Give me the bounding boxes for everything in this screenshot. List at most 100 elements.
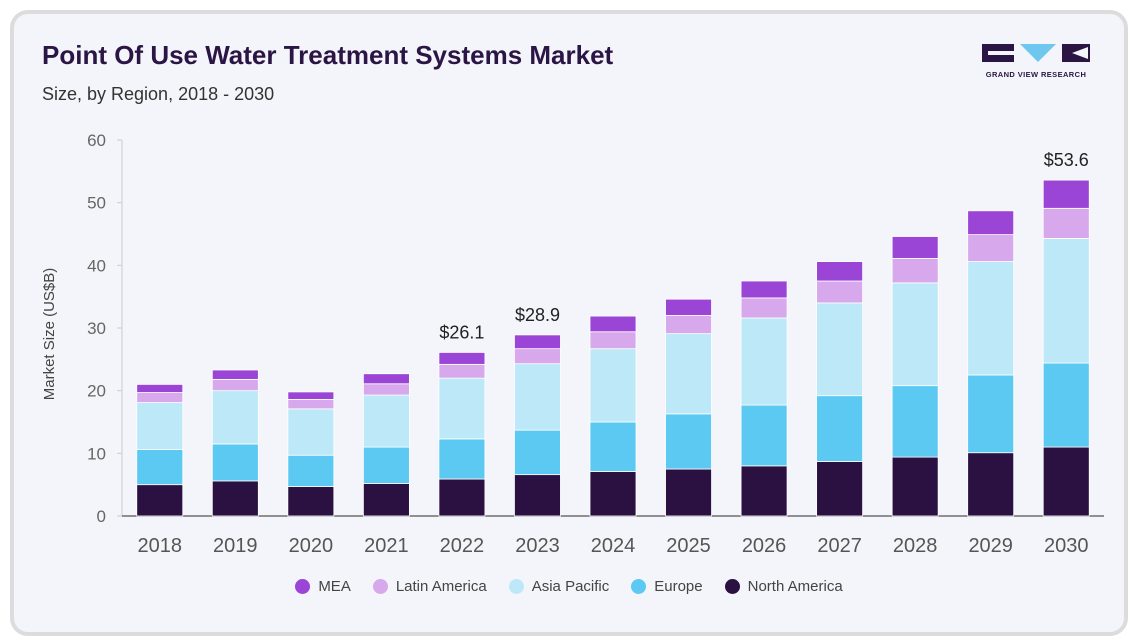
data-label-total: $53.6 [1044, 150, 1089, 170]
y-axis-title: Market Size (US$B) [41, 268, 58, 401]
bar-segment-mea [740, 280, 788, 299]
bar-segment-north-america [211, 480, 259, 517]
bar-segment-latin-america [514, 348, 561, 365]
chart-title: Point Of Use Water Treatment Systems Mar… [42, 40, 614, 70]
bar-segment-mea [211, 369, 259, 380]
bar-segment-mea [136, 383, 184, 393]
bar-segment-asia-pacific [136, 402, 184, 450]
x-tick-label: 2018 [138, 535, 183, 557]
y-tick-label: 20 [87, 382, 106, 401]
x-tick-label: 2020 [289, 535, 334, 557]
legend-label: Latin America [395, 578, 487, 595]
legend-swatch [372, 579, 388, 594]
bar-segment-europe [211, 443, 259, 482]
bar-segment-latin-america [362, 383, 410, 396]
bar-segment-mea [362, 373, 410, 385]
legend-item-europe: Europe [631, 578, 703, 595]
legend-label: Asia Pacific [531, 578, 610, 595]
bar-segment-latin-america [287, 399, 335, 410]
x-tick-label: 2022 [440, 535, 485, 557]
x-tick-label: 2030 [1044, 535, 1089, 557]
bar-segment-asia-pacific [891, 282, 939, 387]
legend-item-asia-pacific: Asia Pacific [508, 578, 610, 595]
bar-segment-north-america [136, 484, 184, 517]
bar-segment-latin-america [136, 392, 184, 403]
bar-segment-europe [891, 385, 939, 458]
bar-segment-europe [589, 421, 637, 472]
bar-segment-asia-pacific [1042, 237, 1090, 364]
bar-segment-mea [1042, 179, 1090, 209]
bar-segment-north-america [891, 456, 939, 517]
data-label-total: $26.1 [439, 322, 484, 342]
bar-segment-europe [1042, 362, 1090, 448]
bar-segment-mea [438, 352, 486, 365]
bar-segment-mea [514, 334, 561, 350]
bar-segment-north-america [967, 452, 1015, 517]
y-tick-label: 30 [87, 319, 106, 338]
y-tick-label: 40 [87, 256, 106, 275]
legend-swatch [508, 579, 524, 594]
bar-segment-latin-america [211, 378, 259, 392]
y-tick-label: 60 [87, 131, 106, 150]
bar-segment-europe [438, 438, 486, 480]
bar-segment-asia-pacific [589, 348, 637, 423]
y-tick-label: 50 [87, 194, 106, 213]
x-tick-label: 2025 [666, 535, 711, 557]
bar-segment-asia-pacific [287, 408, 335, 456]
bar-segment-latin-america [816, 280, 864, 304]
legend-swatch [295, 579, 311, 594]
bar-segment-europe [362, 446, 410, 484]
legend-item-mea: MEA [295, 578, 351, 595]
bar-segment-europe [514, 429, 561, 476]
y-tick-label: 10 [87, 444, 106, 463]
grand-view-research-logo: GRAND VIEW RESEARCH [980, 42, 1092, 94]
bar-segment-asia-pacific [514, 363, 561, 431]
bar-segment-north-america [589, 471, 637, 517]
logo-mark-icon [982, 44, 1090, 62]
bar-segment-mea [816, 261, 864, 282]
bar-segment-mea [967, 210, 1015, 236]
bar-segment-latin-america [740, 297, 788, 319]
bar-segment-mea [589, 315, 637, 333]
bar-segment-latin-america [967, 234, 1015, 262]
chart-card: Point Of Use Water Treatment Systems Mar… [10, 10, 1128, 636]
x-tick-label: 2029 [968, 535, 1013, 557]
bar-segment-asia-pacific [665, 333, 712, 415]
bar-segment-latin-america [891, 258, 939, 284]
x-tick-label: 2023 [515, 535, 560, 557]
bar-segment-latin-america [589, 331, 637, 350]
bar-segment-latin-america [665, 315, 712, 335]
bar-segment-latin-america [438, 363, 486, 379]
bar-segment-north-america [816, 461, 864, 517]
x-tick-label: 2027 [817, 535, 862, 557]
bar-segment-north-america [740, 465, 788, 517]
bar-segment-north-america [665, 468, 712, 517]
bar-segment-asia-pacific [967, 261, 1015, 376]
bar-segment-europe [816, 395, 864, 462]
bar-segment-europe [967, 374, 1015, 454]
bar-segment-asia-pacific [438, 377, 486, 440]
bar-segment-asia-pacific [362, 394, 410, 448]
bar-segment-north-america [438, 478, 486, 517]
x-tick-label: 2021 [364, 535, 409, 557]
logo-text: GRAND VIEW RESEARCH [985, 70, 1087, 79]
legend-item-north-america: North America [724, 578, 843, 595]
x-tick-label: 2024 [591, 535, 636, 557]
bar-segment-mea [287, 391, 335, 400]
bar-segment-mea [665, 298, 712, 316]
bar-segment-north-america [514, 474, 561, 517]
bar-segment-europe [665, 413, 712, 470]
legend-label: Europe [654, 578, 703, 595]
legend-swatch [724, 579, 740, 594]
bar-segment-asia-pacific [816, 302, 864, 397]
chart-legend: MEA Latin America Asia Pacific Europe North … [14, 578, 1124, 595]
bar-segment-europe [740, 404, 788, 467]
legend-label: MEA [318, 578, 351, 595]
legend-swatch [631, 579, 647, 594]
bar-segment-asia-pacific [740, 317, 788, 406]
chart-subtitle: Size, by Region, 2018 - 2030 [42, 84, 275, 104]
x-tick-label: 2026 [742, 535, 787, 557]
x-tick-label: 2019 [213, 535, 258, 557]
bar-segment-europe [136, 449, 184, 486]
